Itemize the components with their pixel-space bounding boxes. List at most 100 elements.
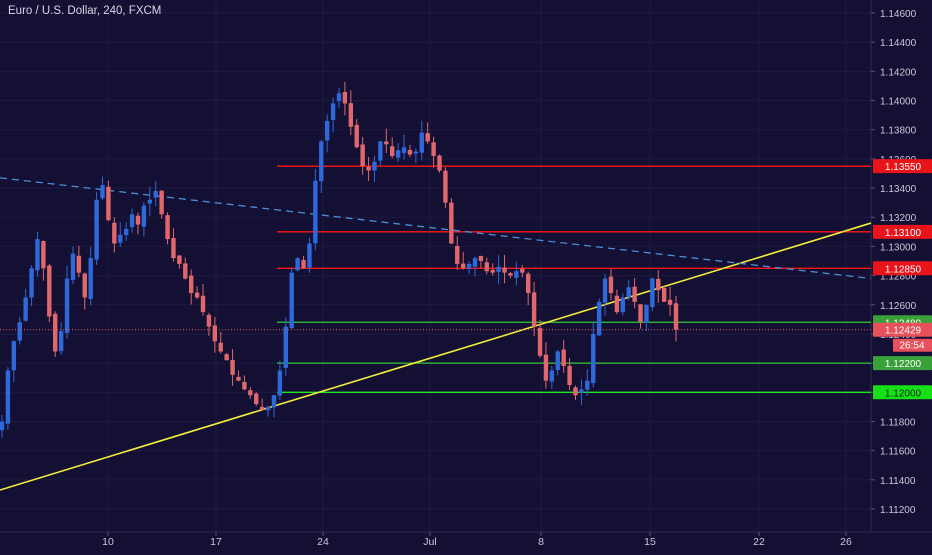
candle-body	[106, 186, 111, 221]
candle-body	[147, 199, 153, 204]
candles	[0, 81, 679, 438]
candle-body	[661, 287, 667, 302]
candle-body	[419, 132, 424, 153]
candle-body	[289, 272, 294, 329]
candle-body	[644, 304, 649, 323]
candle-body	[64, 278, 70, 333]
candle-body	[0, 421, 5, 431]
time-tick-label: Jul	[423, 536, 436, 548]
candle-body	[579, 389, 584, 393]
candle-body	[319, 141, 324, 182]
candle-body	[614, 295, 620, 313]
candle-body	[490, 269, 495, 273]
candle-body	[336, 93, 342, 102]
level-price-tag	[873, 356, 932, 371]
candle-body	[543, 354, 549, 381]
candle-body	[242, 381, 247, 390]
candle-body	[555, 351, 560, 371]
time-tick-label: 8	[538, 536, 544, 548]
candle-body	[76, 255, 82, 273]
candle-body	[5, 370, 11, 424]
candle-body	[58, 331, 64, 352]
candle-body	[17, 322, 22, 341]
candle-body	[23, 297, 28, 321]
price-tick-label: 1.14200	[880, 67, 917, 78]
candle-body	[41, 241, 46, 269]
candle-body	[200, 295, 206, 313]
candle-body	[141, 205, 147, 227]
candle-body	[656, 278, 661, 291]
candle-body	[47, 265, 52, 317]
candle-body	[673, 303, 679, 330]
candle-body	[585, 380, 590, 390]
price-tick-label: 1.13200	[880, 213, 917, 224]
candle-body	[596, 301, 602, 336]
candle-body	[620, 297, 625, 313]
yellow-trend-line	[0, 222, 872, 491]
time-axis[interactable]: 10 17 24 Jul 8 15 22 26	[102, 532, 852, 548]
price-tick-label: 1.14400	[880, 38, 917, 49]
level-price-tag	[873, 385, 932, 400]
candle-body	[437, 155, 442, 171]
candle-body	[342, 92, 348, 104]
level-price-tag	[873, 159, 932, 174]
candle-body	[360, 144, 365, 167]
time-tick-label: 10	[102, 536, 114, 548]
countdown-tag	[893, 338, 932, 352]
candle-body	[177, 255, 182, 264]
price-tick-label: 1.11400	[880, 476, 916, 487]
candle-body	[520, 268, 525, 273]
candle-body	[348, 103, 354, 127]
candle-body	[431, 142, 436, 156]
candle-body	[254, 393, 259, 404]
candle-body	[307, 243, 312, 268]
candle-body	[301, 259, 306, 269]
candle-body	[460, 263, 466, 269]
candle-body	[218, 342, 223, 352]
level-price-tag-label: 1.12000	[885, 388, 922, 399]
candle-body	[455, 246, 460, 264]
candle-body	[171, 238, 176, 259]
candle-body	[378, 141, 383, 161]
candle-body	[53, 313, 58, 352]
level-price-tag	[873, 224, 932, 239]
candle-body	[236, 376, 241, 381]
candle-body	[324, 120, 330, 141]
candle-body	[372, 161, 377, 171]
price-tick-label: 1.14600	[880, 9, 917, 20]
candle-body	[35, 239, 40, 271]
candle-body	[395, 150, 401, 158]
level-price-labels: 1.135501.131001.128501.124801.122001.120…	[873, 159, 932, 400]
candle-body	[94, 199, 99, 260]
candle-body	[366, 166, 371, 171]
candle-body	[135, 215, 141, 225]
candle-body	[466, 263, 472, 269]
candle-body	[401, 147, 407, 153]
chart-title: Euro / U.S. Dollar, 240, FXCM	[8, 5, 162, 17]
candle-body	[330, 103, 336, 120]
candle-body	[118, 234, 123, 243]
candle-body	[502, 267, 507, 273]
candle-body	[650, 278, 655, 308]
candle-body	[70, 253, 76, 281]
current-price-tag	[873, 322, 932, 337]
candle-body	[230, 359, 235, 375]
price-tick-label: 1.12800	[880, 272, 917, 283]
candle-body	[194, 292, 200, 298]
candle-body	[425, 133, 430, 142]
time-tick-label: 15	[644, 536, 656, 548]
level-price-tag-label: 1.12850	[885, 264, 922, 275]
time-tick-label: 17	[210, 536, 222, 548]
candle-body	[183, 263, 188, 279]
candle-body	[449, 202, 454, 244]
level-price-tag	[873, 261, 932, 276]
candle-body	[206, 314, 212, 327]
candle-body	[129, 214, 135, 227]
candle-body	[265, 406, 271, 411]
candle-body	[224, 354, 229, 361]
candle-body	[602, 278, 608, 303]
candle-body	[573, 387, 578, 396]
